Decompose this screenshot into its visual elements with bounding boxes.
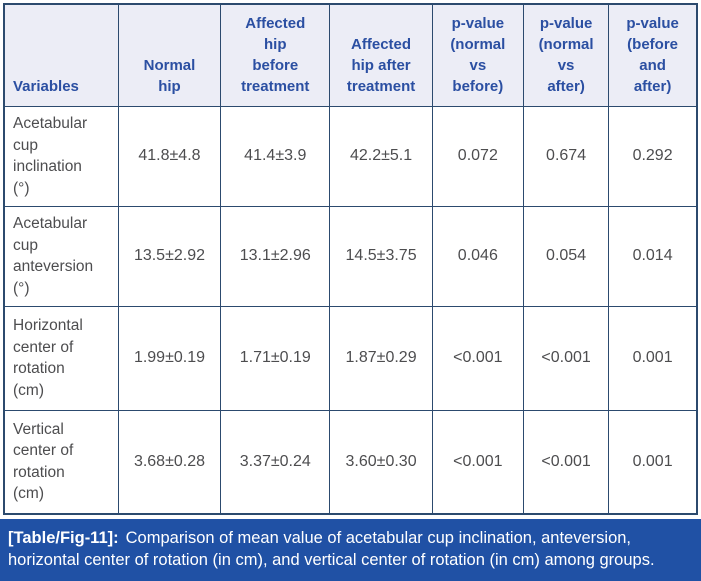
table-cell: 41.8±4.8 bbox=[117, 105, 222, 207]
column-header-normal-hip: Normal hip bbox=[117, 3, 222, 107]
table-cell: 1.99±0.19 bbox=[117, 305, 222, 411]
table-cell: 3.37±0.24 bbox=[220, 409, 331, 515]
table-cell: 0.054 bbox=[522, 205, 610, 307]
data-table: Variables Normal hip Affected hip before… bbox=[3, 3, 698, 515]
column-header-affected-before: Affected hip before treatment bbox=[220, 3, 331, 107]
column-header-variables: Variables bbox=[3, 3, 119, 107]
table-cell: 42.2±5.1 bbox=[329, 105, 433, 207]
table-row-horizontal-cor: Horizontal center of rotation (cm) 1.99±… bbox=[3, 305, 698, 411]
table-cell: <0.001 bbox=[522, 305, 610, 411]
table-cell: 1.71±0.19 bbox=[220, 305, 331, 411]
table-cell: 3.60±0.30 bbox=[329, 409, 433, 515]
table-row-anteversion: Acetabular cup anteversion (°) 13.5±2.92… bbox=[3, 205, 698, 307]
table-cell: 3.68±0.28 bbox=[117, 409, 222, 515]
table-row-inclination: Acetabular cup inclination (°) 41.8±4.8 … bbox=[3, 105, 698, 207]
caption-text: Comparison of mean value of acetabular c… bbox=[8, 529, 655, 569]
table-cell: 0.292 bbox=[608, 105, 698, 207]
table-cell: 0.001 bbox=[608, 409, 698, 515]
row-header: Acetabular cup anteversion (°) bbox=[3, 205, 119, 307]
table-cell: 13.1±2.96 bbox=[220, 205, 331, 307]
caption-label: [Table/Fig-11]: bbox=[8, 529, 119, 547]
row-header: Acetabular cup inclination (°) bbox=[3, 105, 119, 207]
row-header: Vertical center of rotation (cm) bbox=[3, 409, 119, 515]
table-cell: 41.4±3.9 bbox=[220, 105, 331, 207]
table-cell: <0.001 bbox=[522, 409, 610, 515]
table-cell: 13.5±2.92 bbox=[117, 205, 222, 307]
column-header-affected-after: Affected hip after treatment bbox=[329, 3, 433, 107]
figure-caption: [Table/Fig-11]: Comparison of mean value … bbox=[0, 519, 701, 581]
table-cell: <0.001 bbox=[431, 409, 524, 515]
column-header-pvalue-before-after: p-value (before and after) bbox=[608, 3, 698, 107]
header-row: Variables Normal hip Affected hip before… bbox=[3, 3, 698, 107]
table-cell: 0.046 bbox=[431, 205, 524, 307]
table-cell: 0.072 bbox=[431, 105, 524, 207]
table-cell: 0.674 bbox=[522, 105, 610, 207]
table-cell: 1.87±0.29 bbox=[329, 305, 433, 411]
table-cell: 0.001 bbox=[608, 305, 698, 411]
table-row-vertical-cor: Vertical center of rotation (cm) 3.68±0.… bbox=[3, 409, 698, 515]
row-header: Horizontal center of rotation (cm) bbox=[3, 305, 119, 411]
table-cell: <0.001 bbox=[431, 305, 524, 411]
column-header-pvalue-normal-after: p-value (normal vs after) bbox=[522, 3, 610, 107]
table-cell: 0.014 bbox=[608, 205, 698, 307]
column-header-pvalue-normal-before: p-value (normal vs before) bbox=[431, 3, 524, 107]
table-cell: 14.5±3.75 bbox=[329, 205, 433, 307]
